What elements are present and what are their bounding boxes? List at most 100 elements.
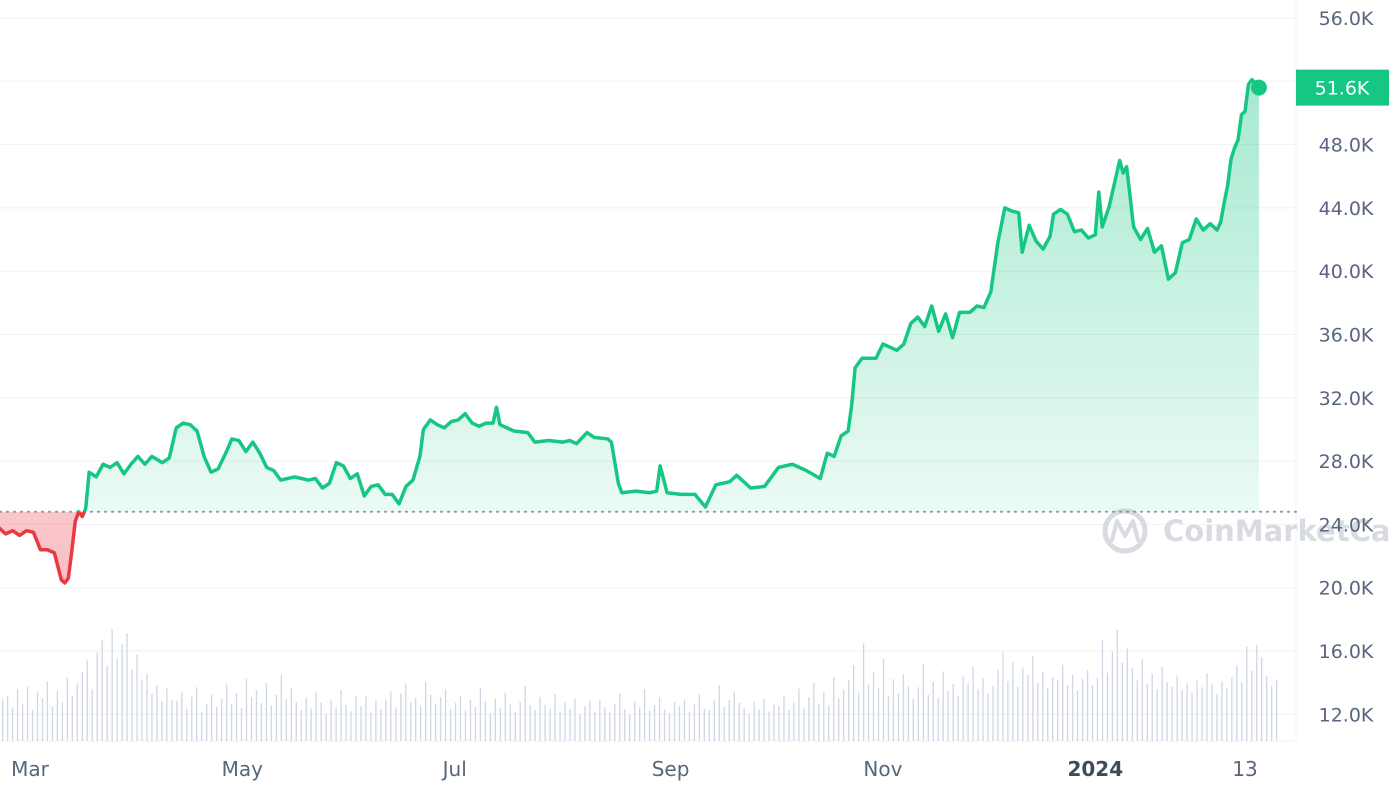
volume-bar	[459, 695, 462, 741]
volume-bar	[713, 700, 715, 741]
volume-bar	[494, 698, 496, 741]
volume-bar	[539, 696, 541, 741]
volume-bar	[166, 688, 168, 741]
volume-bar	[161, 701, 163, 741]
volume-bar	[410, 702, 412, 741]
volume-bar	[524, 685, 526, 741]
volume-bar	[176, 700, 178, 741]
volume-bar	[270, 705, 273, 741]
volume-bar	[1012, 662, 1014, 741]
current-price-badge: 51.6K	[1296, 69, 1389, 106]
volume-bar	[648, 710, 651, 741]
volume-bar	[902, 674, 905, 741]
volume-bar	[1032, 656, 1034, 741]
volume-bar	[952, 684, 954, 741]
volume-bar	[823, 692, 825, 741]
volume-bar	[295, 701, 297, 741]
volume-bar	[330, 700, 332, 741]
volume-bar	[400, 693, 402, 741]
volume-bar	[653, 704, 656, 741]
volume-bar	[280, 675, 282, 741]
current-price-label: 51.6K	[1315, 78, 1370, 100]
y-tick-label: 48.0K	[1319, 135, 1374, 157]
volume-bar	[121, 643, 123, 741]
volume-bar	[235, 693, 238, 741]
volume-bar	[599, 700, 601, 741]
volume-bar	[609, 712, 611, 741]
volume-bar	[1161, 666, 1163, 741]
volume-bar	[385, 699, 387, 741]
x-tick-label: Sep	[652, 757, 690, 781]
volume-bar	[1241, 682, 1243, 741]
volume-bar	[1221, 681, 1223, 741]
volume-bar	[688, 711, 691, 741]
volume-bar	[186, 708, 188, 741]
x-axis: Mar May Jul Sep Nov 2024 13	[11, 757, 1258, 781]
volume-bar	[360, 705, 362, 741]
volume-bars	[2, 629, 1278, 741]
volume-bar	[350, 711, 352, 741]
volume-bar	[579, 713, 581, 741]
volume-bar	[857, 692, 860, 741]
volume-bar	[390, 691, 392, 741]
volume-bar	[474, 706, 477, 741]
volume-bar	[1191, 692, 1193, 741]
volume-bar	[1066, 685, 1069, 741]
volume-bar	[355, 696, 357, 741]
volume-bar	[61, 702, 64, 741]
volume-bar	[380, 709, 382, 741]
volume-bar	[1201, 687, 1203, 741]
volume-bar	[201, 712, 203, 741]
volume-bar	[275, 694, 278, 741]
volume-bar	[962, 676, 964, 741]
volume-bar	[1096, 677, 1099, 741]
volume-bar	[196, 687, 198, 741]
volume-bar	[91, 689, 93, 741]
volume-bar	[126, 633, 128, 741]
volume-bar	[957, 695, 959, 741]
volume-bar	[793, 702, 795, 741]
volume-bar	[942, 671, 944, 741]
volume-bar	[1062, 664, 1064, 741]
volume-bar	[818, 703, 820, 741]
volume-bar	[798, 688, 800, 741]
y-tick-label: 44.0K	[1319, 198, 1374, 220]
volume-bar	[484, 701, 487, 741]
volume-bar	[225, 684, 228, 741]
volume-bar	[992, 685, 994, 741]
volume-bar	[743, 708, 745, 741]
volume-bar	[240, 708, 243, 741]
volume-bar	[66, 677, 68, 741]
volume-bar	[1211, 684, 1213, 741]
volume-bar	[584, 705, 586, 741]
volume-bar	[1196, 679, 1198, 741]
volume-bar	[663, 709, 666, 741]
volume-bar	[683, 699, 686, 741]
volume-bar	[1126, 648, 1128, 741]
volume-bar	[1111, 651, 1114, 741]
volume-bar	[574, 699, 576, 741]
volume-bar	[395, 707, 397, 741]
volume-bar	[1236, 665, 1238, 741]
volume-bar	[753, 701, 755, 741]
volume-bar	[514, 711, 516, 741]
volume-bar	[778, 705, 780, 741]
volume-bar	[982, 678, 984, 741]
volume-bar	[614, 703, 616, 741]
volume-bar	[937, 697, 939, 741]
volume-bar	[877, 687, 880, 741]
volume-bar	[977, 689, 979, 741]
volume-bar	[444, 689, 447, 741]
x-tick-label: 13	[1232, 757, 1257, 781]
volume-bar	[1246, 646, 1248, 741]
volume-bar	[260, 703, 263, 741]
volume-bar	[1186, 683, 1188, 741]
volume-bar	[932, 682, 934, 741]
volume-bar	[643, 689, 646, 741]
volume-bar	[1226, 688, 1228, 741]
volume-bar	[320, 702, 322, 741]
volume-bar	[1052, 677, 1054, 741]
volume-bar	[215, 706, 218, 741]
y-tick-label: 32.0K	[1319, 388, 1374, 410]
volume-bar	[728, 699, 730, 741]
